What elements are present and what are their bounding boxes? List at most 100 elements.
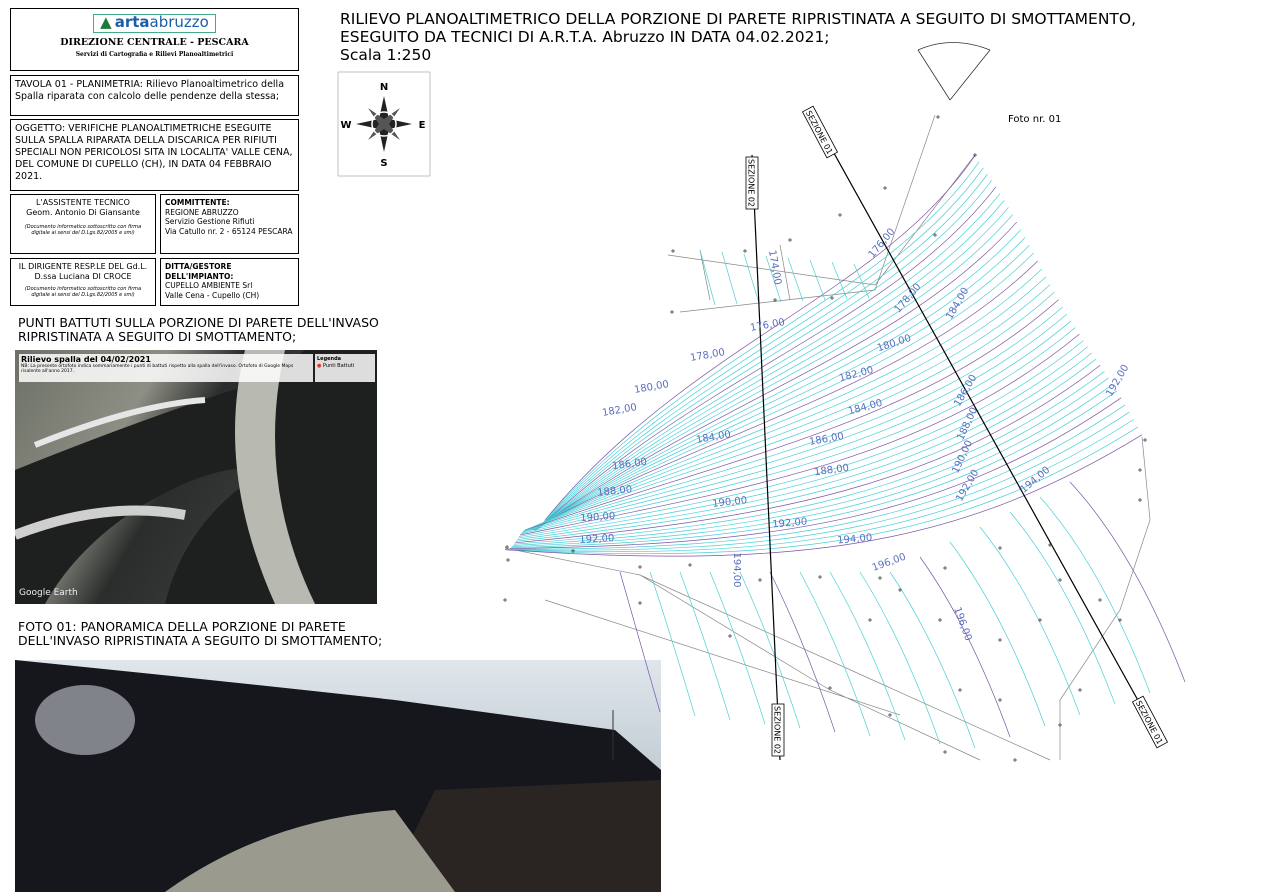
oggetto: OGGETTO: VERIFICHE PLANOALTIMETRICHE ESE… [10, 119, 299, 191]
survey-point [728, 634, 732, 638]
tavola: TAVOLA 01 - PLANIMETRIA: Rilievo Planoal… [10, 75, 299, 116]
contour-label: 180,00 [633, 379, 669, 396]
contour-line [744, 254, 759, 303]
contour-line [508, 412, 1129, 550]
survey-point [503, 598, 507, 602]
contour-line [832, 262, 847, 299]
title-line: Scala 1:250 [340, 46, 1136, 64]
contour-line [890, 572, 975, 748]
survey-point [1058, 723, 1062, 727]
contour-label: 180,00 [876, 333, 913, 354]
role: IL DIRIGENTE RESP.LE DEL Gd.L. [15, 262, 151, 272]
liner [15, 350, 377, 604]
contour-line [810, 260, 825, 300]
contour-line [800, 572, 870, 736]
image-header: Rilievo spalla del 04/02/2021 NB: La pre… [19, 354, 313, 382]
contour-label: 184,00 [847, 398, 884, 418]
survey-point [1048, 543, 1052, 547]
committente-box: COMMITTENTE: REGIONE ABRUZZO Servizio Ge… [160, 194, 299, 254]
compass-w: W [340, 120, 351, 131]
heading: DITTA/GESTORE DELL'IMPIANTO: [165, 262, 294, 281]
contour-line [505, 435, 1142, 556]
image-note: NB: La presente ortofoto indica sommaria… [21, 364, 311, 374]
compass-s: S [380, 158, 387, 169]
credit: Google Earth [19, 588, 78, 598]
line: CUPELLO AMBIENTE Srl [165, 281, 294, 291]
survey-point [505, 545, 509, 549]
survey-point [938, 618, 942, 622]
signature-box: IL DIRIGENTE RESP.LE DEL Gd.L. D.ssa Luc… [10, 258, 156, 306]
compass-n: N [380, 82, 388, 93]
contour-line [538, 200, 1004, 529]
contour-label: 182,00 [838, 365, 875, 385]
role: L'ASSISTENTE TECNICO [15, 198, 151, 208]
title-line: ESEGUITO DA TECNICI DI A.R.T.A. Abruzzo … [340, 28, 1136, 46]
compass-star [356, 96, 412, 152]
section-line [810, 110, 1160, 740]
contour-line [766, 256, 781, 302]
contour-line [530, 261, 1038, 529]
compass-ring [372, 112, 396, 136]
contour-line [514, 371, 1104, 544]
contour-label: 192,00 [1104, 363, 1131, 399]
survey-point [818, 575, 822, 579]
satellite-image: Rilievo spalla del 04/02/2021 NB: La pre… [15, 350, 377, 604]
line: Via Catullo nr. 2 - 65124 PESCARA [165, 227, 294, 237]
compass-star [368, 108, 400, 140]
contour-line [528, 277, 1046, 529]
signer: D.ssa Luciana DI CROCE [15, 272, 151, 282]
survey-point [571, 549, 575, 553]
contour-line [527, 285, 1050, 530]
contour-line [517, 353, 1092, 540]
contour-line [537, 207, 1008, 529]
compass-box [338, 72, 430, 176]
survey-point [998, 638, 1002, 642]
survey-point [828, 686, 832, 690]
contour-line [541, 180, 992, 525]
survey-caption: PUNTI BATTUTI SULLA PORZIONE DI PARETE D… [18, 316, 408, 344]
contour-line [523, 314, 1067, 531]
contour-line [542, 174, 988, 524]
contour-line [513, 378, 1109, 546]
contour-line [509, 405, 1125, 549]
image-title: Rilievo spalla del 04/02/2021 [21, 356, 311, 364]
photo-overlay [15, 660, 661, 892]
survey-point [506, 558, 510, 562]
contour-label: 182,00 [601, 402, 637, 419]
image-legend: Legenda ● Punti Battuti [315, 354, 375, 382]
contour-line [860, 572, 940, 744]
contour-line [518, 347, 1088, 538]
section-label: SEZIONE 02 [772, 704, 784, 756]
section-box [772, 704, 784, 756]
survey-point [1013, 758, 1017, 762]
contour-line [1010, 512, 1115, 704]
contour-label: 194,00 [1018, 465, 1052, 496]
contour-line [830, 572, 905, 740]
section-text: SEZIONE 01 [1134, 699, 1164, 746]
survey-point [998, 698, 1002, 702]
contour-label: 188,00 [597, 484, 633, 499]
section-text: SEZIONE 02 [773, 706, 782, 754]
contour-line [535, 222, 1017, 530]
survey-point [878, 576, 882, 580]
survey-point [671, 249, 675, 253]
survey-point [638, 601, 642, 605]
survey-point [1098, 598, 1102, 602]
office: DIREZIONE CENTRALE - PESCARA [15, 37, 294, 49]
survey-point [670, 310, 674, 314]
contour-label: 176,00 [867, 226, 898, 260]
survey-point [933, 233, 937, 237]
survey-point [638, 565, 642, 569]
contour-line [532, 245, 1029, 530]
contour-line [770, 572, 835, 732]
signer: Geom. Antonio Di Giansante [15, 208, 151, 218]
survey-point [1138, 468, 1142, 472]
contour-line [510, 398, 1121, 549]
contour-line [1070, 482, 1185, 682]
survey-point [758, 578, 762, 582]
contour-line [740, 572, 800, 728]
contour-line [543, 168, 983, 523]
section-box [746, 157, 758, 209]
contour-label: 186,00 [808, 431, 844, 448]
service: Servizi di Cartografia e Rilievi Planoal… [15, 49, 294, 61]
